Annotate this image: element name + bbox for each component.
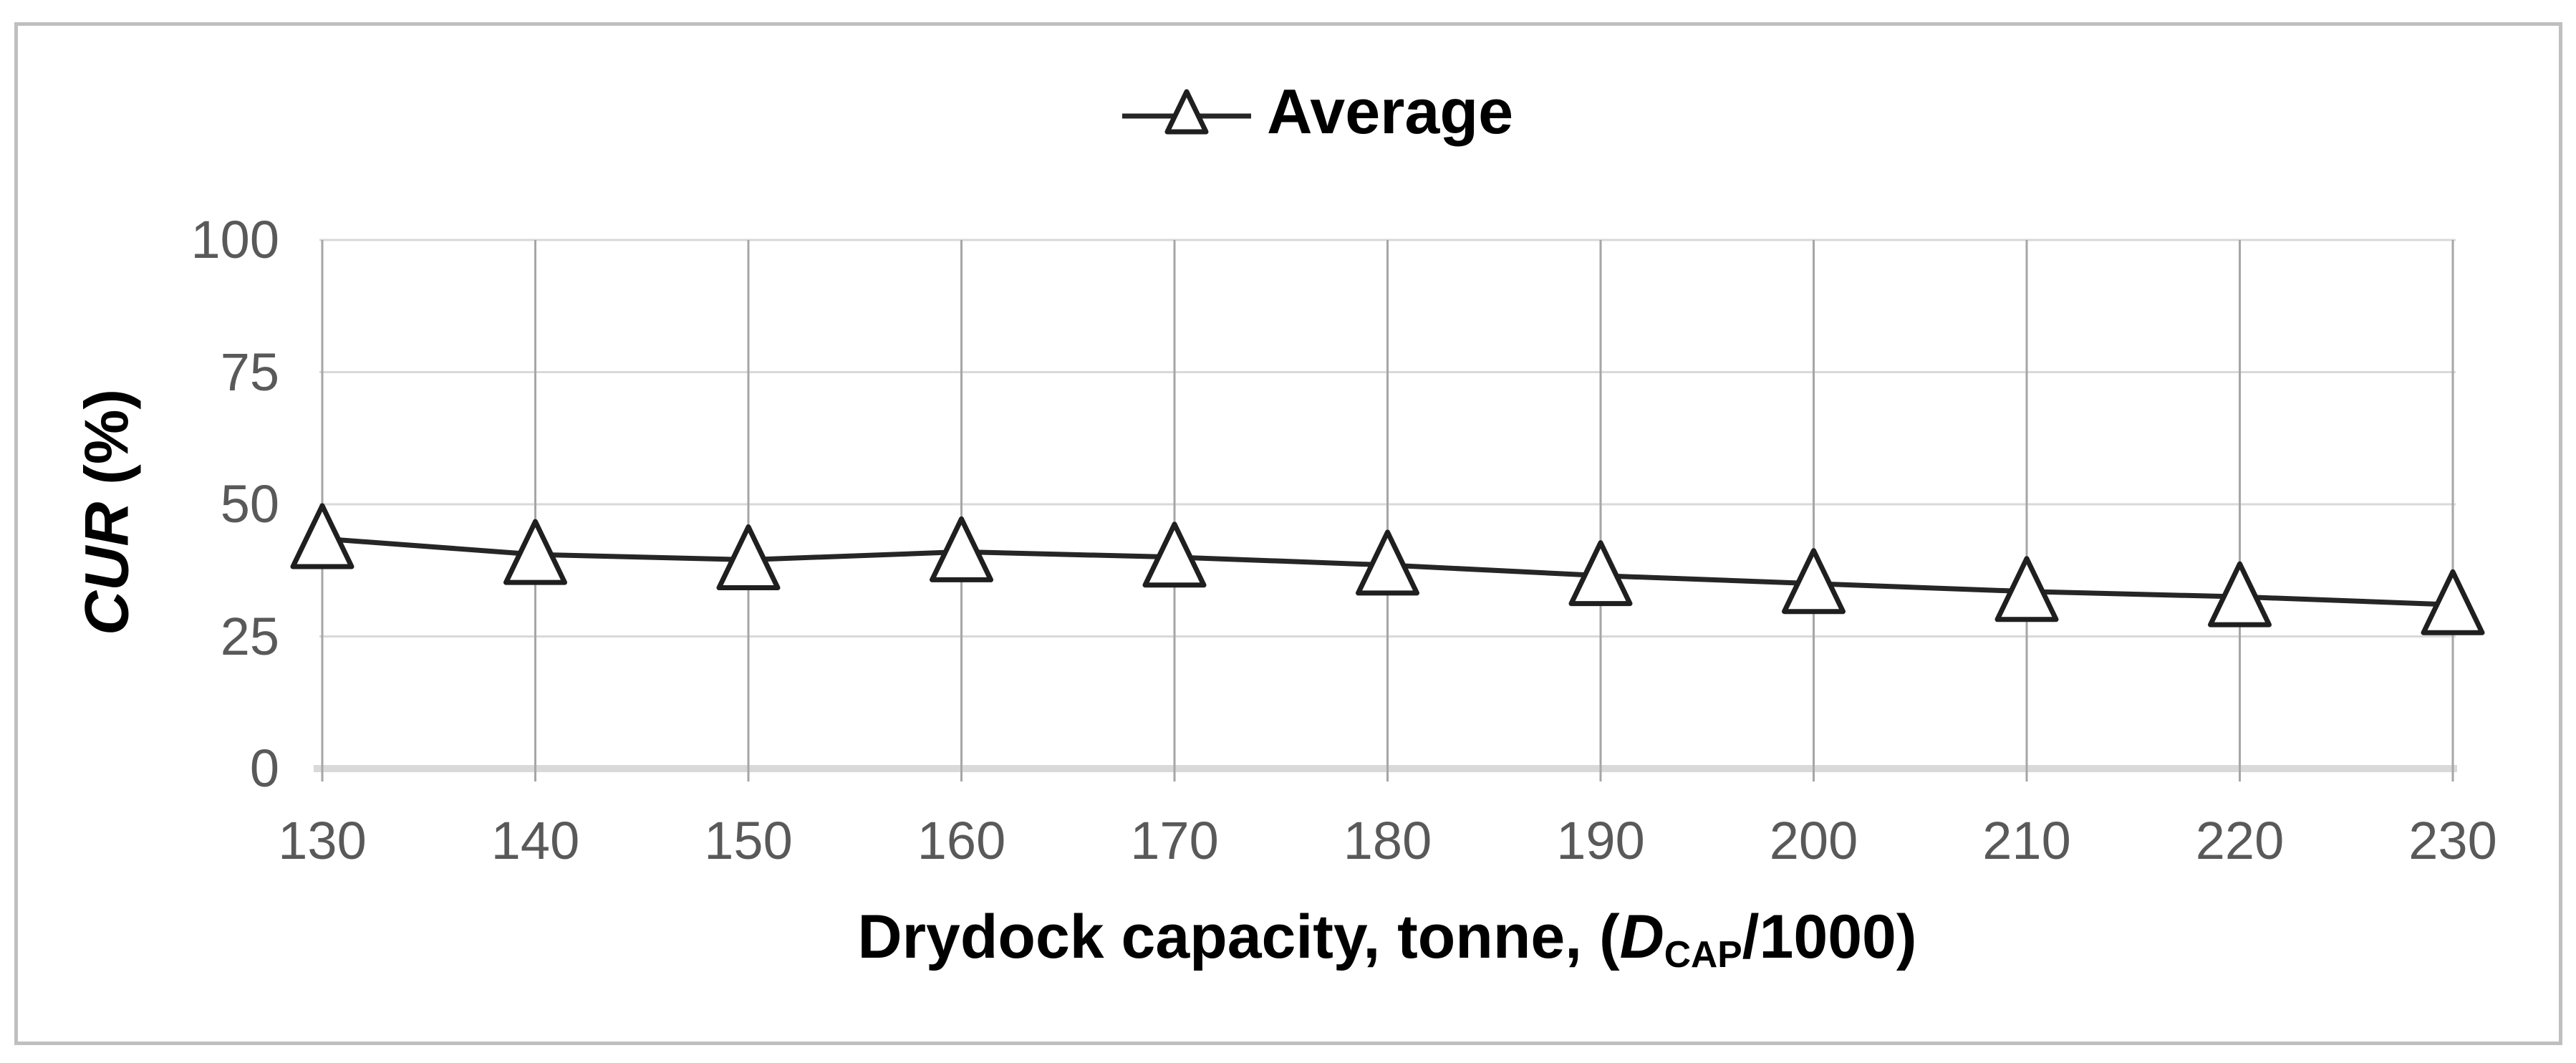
x-tick-label: 130: [278, 811, 367, 870]
x-tick-label: 190: [1556, 811, 1645, 870]
x-axis-title-variable: D: [1619, 903, 1664, 971]
x-tick-label: 230: [2408, 811, 2497, 870]
data-point-marker: [1568, 540, 1633, 607]
x-tick-label: 210: [1982, 811, 2071, 870]
y-axis-title-units: (%): [72, 389, 142, 502]
chart-border: [14, 22, 2562, 1045]
y-axis-title: CUR (%): [72, 389, 143, 635]
y-tick-label: 25: [220, 606, 279, 666]
x-axis-title: Drydock capacity, tonne, (DCAP/1000): [857, 897, 1916, 994]
data-point-marker: [1782, 548, 1846, 615]
data-point-marker: [930, 516, 993, 582]
data-point-marker: [1142, 521, 1207, 588]
y-tick-label: 100: [190, 210, 279, 269]
x-tick-label: 150: [704, 811, 793, 870]
legend-label: Average: [1266, 76, 1514, 147]
data-point-marker: [1994, 556, 2059, 622]
data-point-marker: [1356, 529, 1419, 596]
x-tick-label: 160: [917, 811, 1006, 870]
y-tick-label: 50: [220, 474, 279, 534]
x-axis-title-prefix: Drydock capacity, tonne, (: [857, 903, 1620, 971]
x-tick-label: 140: [491, 811, 580, 870]
y-tick-label: 0: [249, 739, 279, 798]
x-tick-label: 200: [1769, 811, 1858, 870]
y-axis-title-variable: CUR: [72, 501, 142, 635]
x-axis-title-subscript: CAP: [1664, 933, 1742, 975]
x-tick-label: 170: [1130, 811, 1219, 870]
legend-marker-icon: [1121, 89, 1251, 135]
x-tick-label: 220: [2195, 811, 2285, 870]
data-point-marker: [2421, 569, 2485, 635]
legend: Average: [1121, 72, 1514, 152]
y-tick-label: 75: [220, 342, 279, 402]
data-point-marker: [290, 503, 354, 569]
data-point-marker: [716, 524, 781, 590]
x-axis-title-suffix: /1000): [1742, 903, 1917, 971]
data-point-marker: [503, 519, 567, 585]
x-tick-label: 180: [1343, 811, 1432, 870]
data-point-marker: [2208, 561, 2272, 627]
